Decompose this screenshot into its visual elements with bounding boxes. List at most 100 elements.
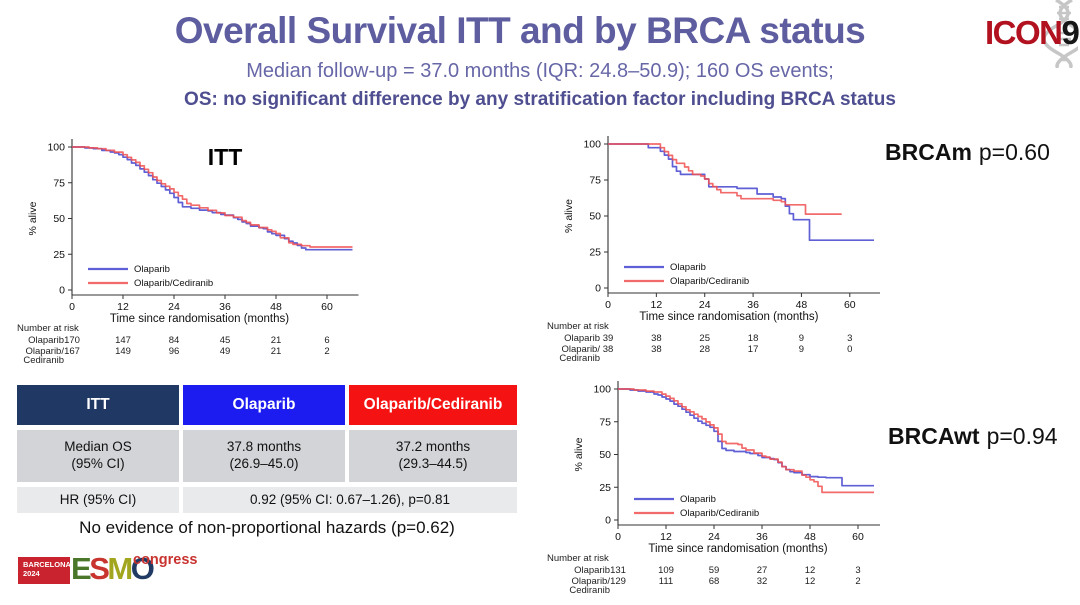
km-plot-brcam: 0 25 50 75 100 0 12 24 36 48 60 % alive Time since r… [547,136,880,364]
table-row-label-median-os: Median OS (95% CI) [17,430,179,482]
x-tick-label: 36 [219,301,231,313]
brcawt-label: BRCAwt [888,423,980,449]
risk-value: 38 [651,344,662,355]
y-tick-label: 75 [589,175,601,187]
subtitle-median-followup: Median follow-up = 37.0 months (IQR: 24.… [246,60,834,82]
table-cell-hr-value: 0.92 (95% CI: 0.67–1.26), p=0.81 [183,487,517,513]
risk-value: 2 [324,346,329,357]
x-tick-label: 24 [168,301,180,313]
km-chart-itt: 0 25 50 75 100 0 12 24 36 48 60 % alive Time since r… [15,125,455,380]
legend-label: Olaparib [680,494,716,505]
esmo-venue-city: BARCELONA [23,560,71,569]
x-tick-label: 48 [796,299,808,311]
risk-value: 45 [220,335,231,346]
brcam-heading: BRCAm p=0.60 [885,139,1050,166]
table-header-itt: ITT [17,385,179,425]
x-axis-label: Time since randomisation (months) [648,543,827,555]
km-plot-brcawt: 0 25 50 75 100 0 12 24 36 48 60 % alive Time since r… [547,381,880,596]
brcawt-heading: BRCAwt p=0.94 [888,423,1058,450]
risk-value: 25 [699,333,710,344]
y-tick-label: 75 [53,177,65,189]
risk-value: 68 [709,576,720,587]
risk-row-label: Olaparib [564,333,600,344]
y-tick-label: 0 [59,285,65,297]
y-tick-label: 100 [593,384,611,396]
risk-table-header: Number at risk [547,553,609,564]
risk-value: 59 [709,565,720,576]
hazards-note: No evidence of non-proportional hazards … [79,518,455,537]
km-curve-olaparib-cediranib [618,388,874,494]
chart-title: ITT [208,144,243,170]
y-tick-label: 25 [599,482,611,494]
risk-value: 21 [271,335,282,346]
risk-value: 149 [115,346,131,357]
y-tick-label: 50 [589,211,601,223]
page-title: Overall Survival ITT and by BRCA status [174,10,866,51]
os-summary-table: ITT Olaparib Olaparib/Cediranib Median O… [17,385,517,513]
x-axis-label: Time since randomisation (months) [639,311,818,323]
risk-row-label: Olaparib [574,565,610,576]
y-tick-label: 25 [589,247,601,259]
km-curve-olaparib [72,146,353,251]
x-tick-label: 48 [804,531,816,543]
risk-value: 21 [271,346,282,357]
y-tick-label: 100 [47,142,65,154]
risk-value: 109 [658,565,674,576]
risk-value: 12 [805,576,816,587]
table-header-olaparib-cediranib: Olaparib/Cediranib [349,385,517,425]
risk-row-label: Olaparib [28,335,64,346]
risk-row-label: Olaparib/ [571,576,610,587]
legend-label: Olaparib/Cediranib [680,508,759,519]
x-tick-label: 0 [605,299,611,311]
y-tick-label: 0 [605,515,611,527]
risk-value: 3 [847,333,852,344]
risk-row-label: Olaparib/ [561,344,600,355]
risk-value: 84 [169,335,180,346]
risk-row-label: Cediranib [559,353,600,364]
esmo-venue-badge: BARCELONA 2024 [18,557,71,584]
y-tick-label: 0 [595,283,601,295]
esmo-congress-logo: BARCELONA 2024 ESMO congress [18,551,238,595]
table-cell-median-os-combo: 37.2 months (29.3–44.5) [349,430,517,482]
legend-label: Olaparib [670,262,706,273]
km-chart-brcawt: 0 25 50 75 100 0 12 24 36 48 60 % alive Time since r… [545,368,957,600]
x-axis-label: Time since randomisation (months) [110,313,289,325]
km-curve-olaparib [618,388,874,487]
km-curve-olaparib [608,143,874,242]
risk-value: 39 [603,333,614,344]
x-tick-label: 48 [270,301,282,313]
risk-value: 111 [659,576,673,587]
risk-value: 129 [610,576,626,587]
risk-value: 17 [748,344,759,355]
esmo-congress-text: congress [133,552,198,568]
esmo-venue-year: 2024 [23,569,40,579]
risk-value: 32 [757,576,768,587]
legend-label: Olaparib/Cediranib [134,278,213,289]
risk-value: 38 [651,333,662,344]
risk-value: 9 [799,344,804,355]
risk-value: 147 [115,335,131,346]
risk-row-label: Olaparib/ [25,346,64,357]
risk-value: 49 [220,346,231,357]
brcawt-pvalue: p=0.94 [986,423,1058,449]
y-tick-label: 25 [53,249,65,261]
x-tick-label: 12 [660,531,672,543]
risk-value: 18 [748,333,759,344]
km-curve-olaparib-cediranib [608,143,842,215]
esmo-letter-o: O [130,551,155,586]
esmo-letter-m: M [107,551,133,586]
risk-row-label: Cediranib [569,585,610,596]
risk-value: 27 [757,565,768,576]
x-tick-label: 12 [651,299,663,311]
y-tick-label: 50 [53,213,65,225]
x-tick-label: 12 [117,301,129,313]
risk-value: 170 [64,335,80,346]
risk-value: 96 [169,346,180,357]
risk-value: 9 [799,333,804,344]
y-axis-label: % alive [573,437,585,471]
risk-table-header: Number at risk [17,323,79,334]
risk-value: 3 [855,565,860,576]
risk-table-header: Number at risk [547,321,609,332]
risk-value: 28 [699,344,710,355]
x-tick-label: 60 [852,531,864,543]
